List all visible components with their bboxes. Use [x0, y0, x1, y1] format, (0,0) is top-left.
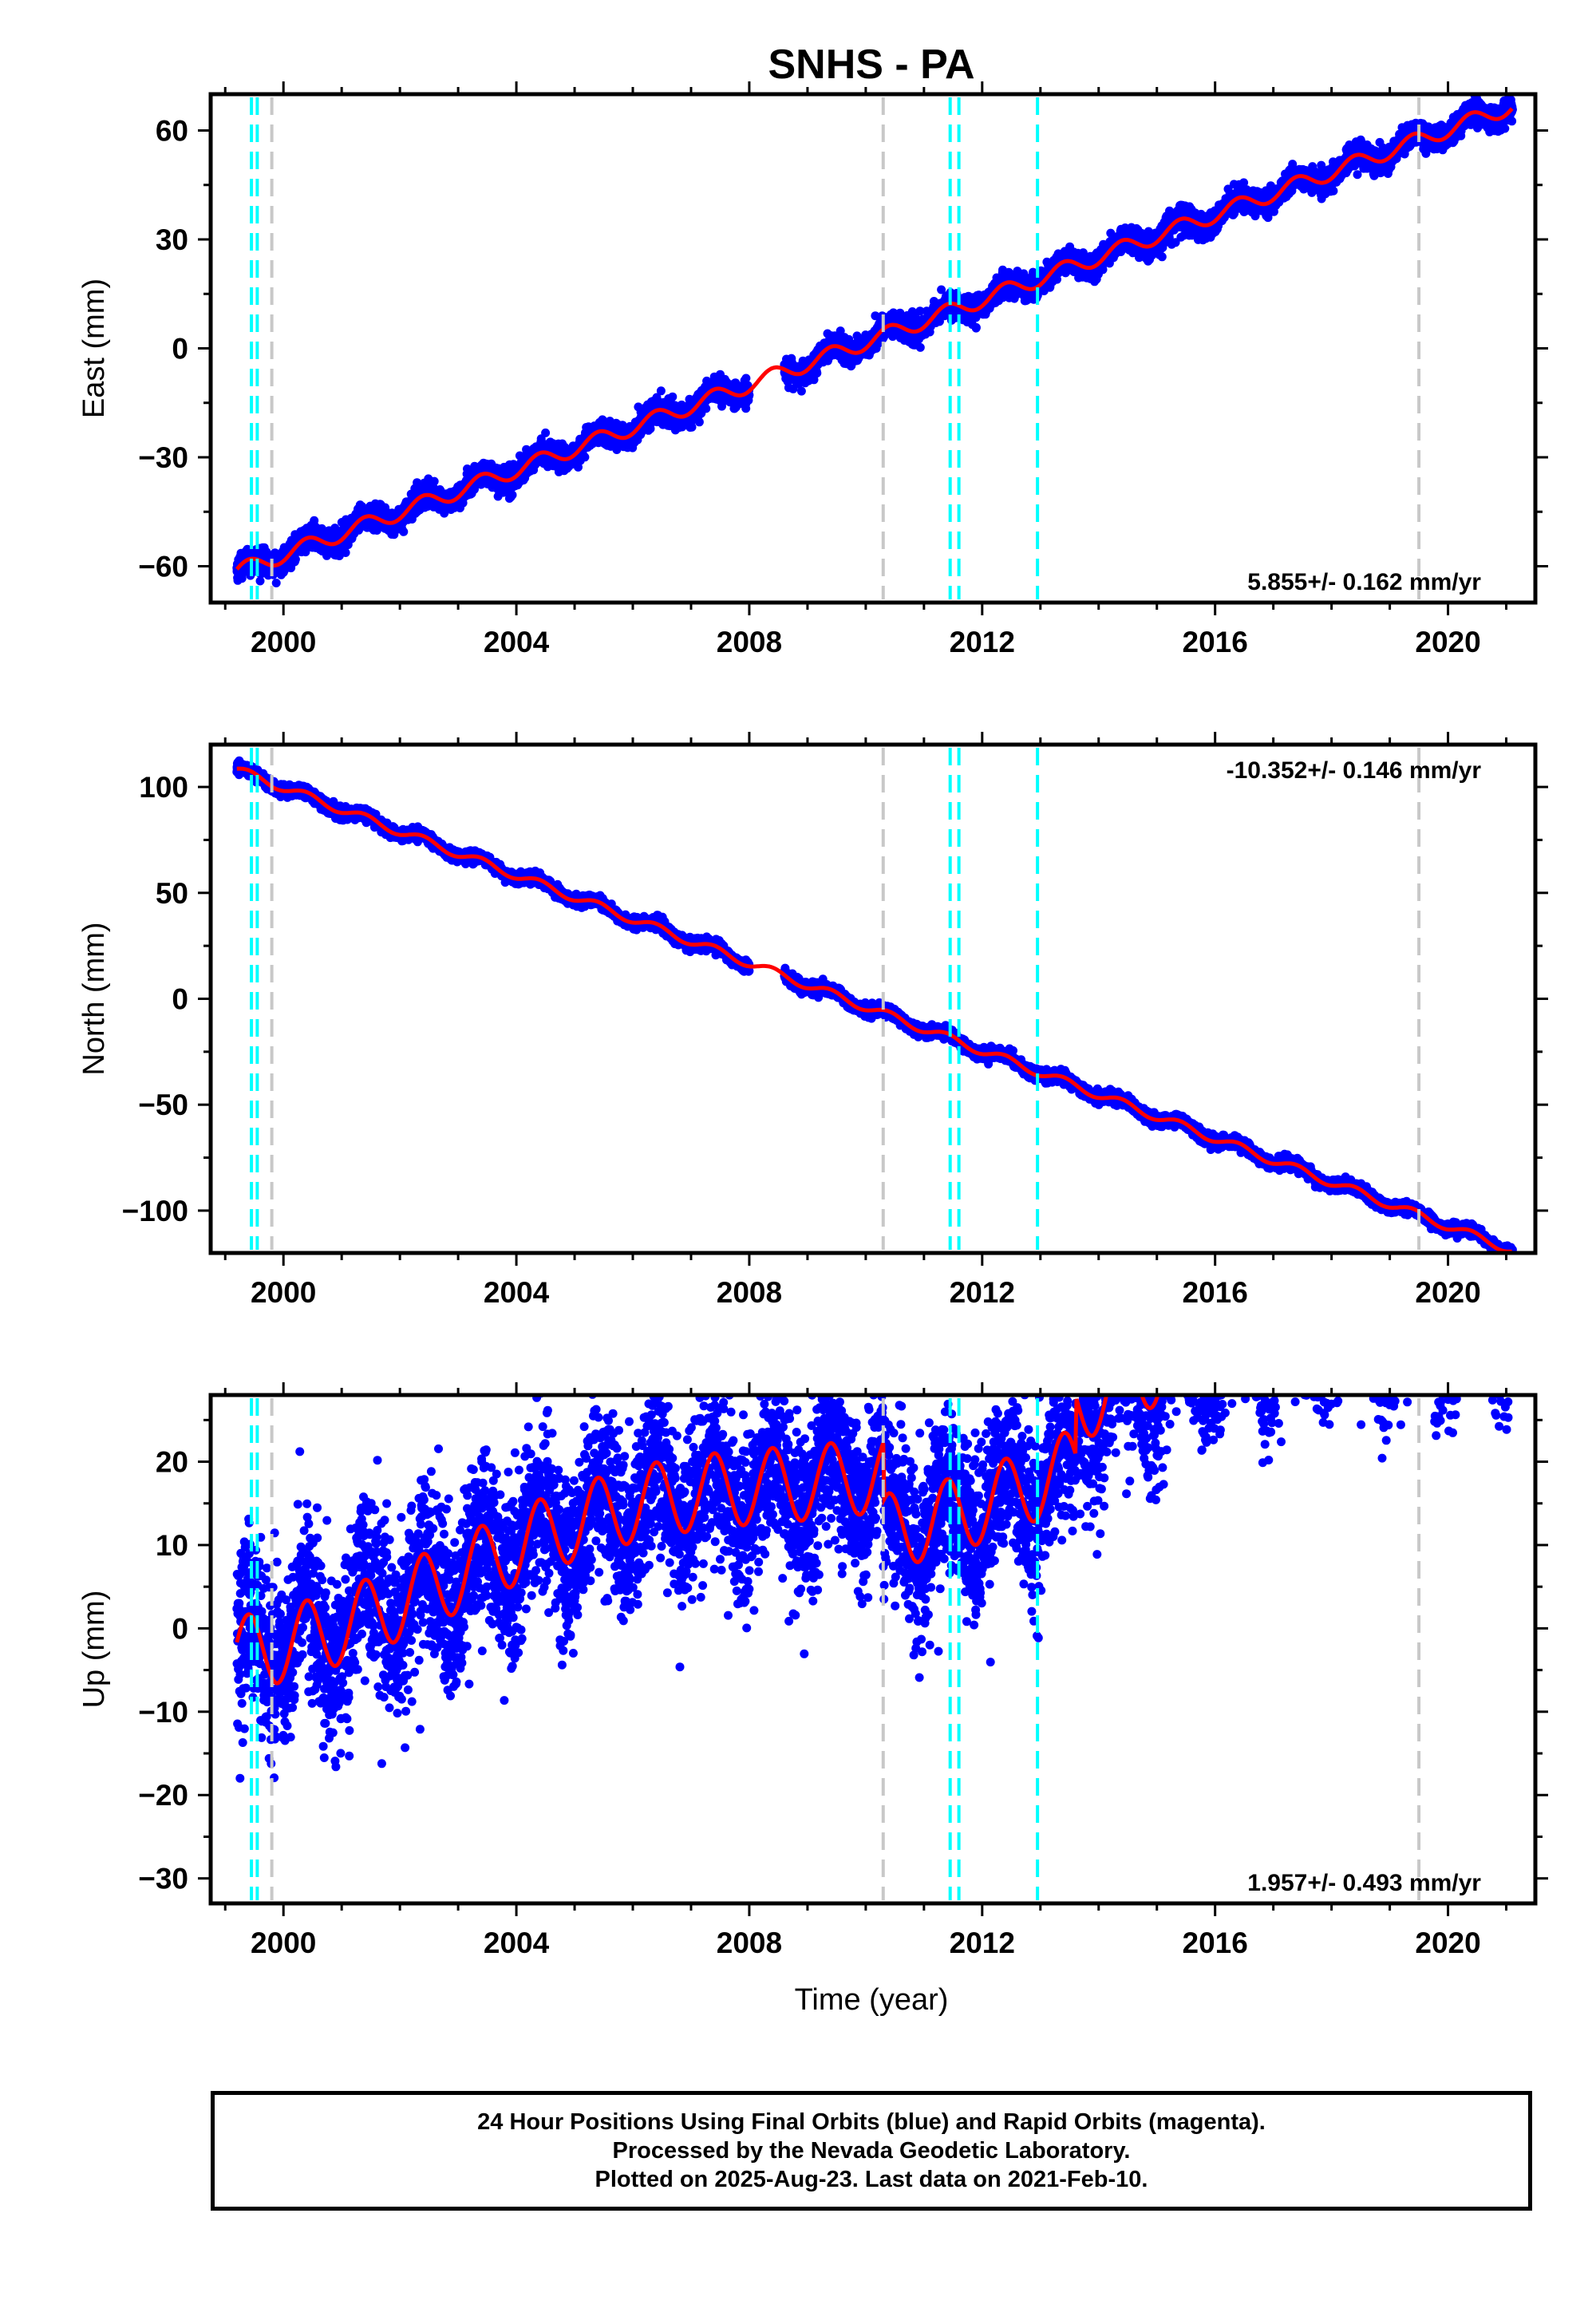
- data-point: [796, 386, 806, 396]
- data-point: [341, 548, 350, 557]
- data-point: [656, 386, 666, 396]
- data-point: [255, 576, 265, 586]
- data-point: [668, 392, 678, 401]
- data-point: [429, 476, 439, 486]
- data-point: [694, 417, 704, 427]
- data-point: [741, 404, 751, 413]
- data-point: [701, 404, 711, 413]
- data-point: [271, 579, 281, 587]
- data-point: [508, 490, 517, 500]
- data-point: [812, 369, 822, 377]
- data-point: [971, 322, 981, 332]
- panel-east: 2000 2004 2008 2012 2016 2020−60−3003060East …: [77, 81, 1548, 658]
- data-point: [399, 527, 409, 536]
- data-point: [580, 453, 590, 462]
- data-point: [290, 555, 300, 564]
- data-point: [915, 342, 925, 352]
- data-point: [541, 428, 551, 437]
- chart-title: SNHS - PA: [768, 41, 974, 88]
